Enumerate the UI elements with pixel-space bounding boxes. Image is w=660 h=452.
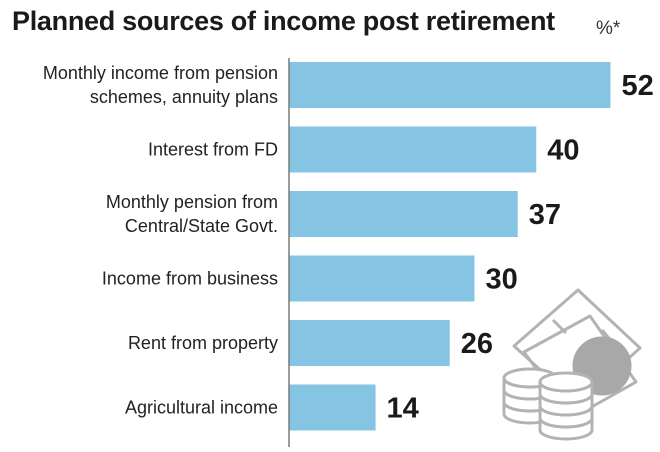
value-label-5: 14 — [387, 393, 419, 425]
category-label-3: Income from business — [102, 269, 278, 289]
category-label-0: Monthly income from pension schemes, annu… — [43, 63, 278, 107]
bar-0 — [289, 62, 611, 108]
money-coins-icon — [502, 288, 642, 441]
bar-5 — [289, 384, 376, 431]
bar-2 — [289, 191, 518, 237]
chart-title: Planned sources of income post retiremen… — [12, 6, 555, 36]
bar-3 — [289, 255, 475, 302]
bar-4 — [289, 320, 450, 366]
category-label-1: Interest from FD — [148, 140, 278, 160]
category-label-5: Agricultural income — [125, 398, 278, 418]
value-label-3: 30 — [485, 264, 517, 296]
value-label-2: 37 — [529, 199, 561, 231]
unit-label: %* — [596, 18, 621, 39]
bar-1 — [289, 126, 537, 173]
category-label-2: Monthly pension from Central/State Govt. — [106, 192, 278, 236]
value-label-0: 52 — [621, 70, 653, 102]
value-label-4: 26 — [461, 328, 493, 360]
value-label-1: 40 — [547, 135, 579, 167]
category-label-4: Rent from property — [128, 333, 278, 353]
